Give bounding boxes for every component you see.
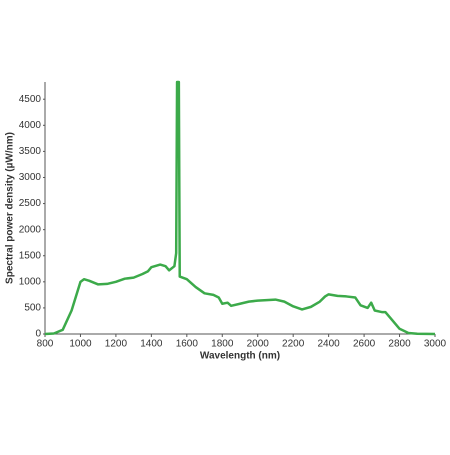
y-tick-label: 2000 [19,224,42,235]
y-axis-label: Spectral power density (µW/nm) [5,132,16,284]
x-tick-label: 2000 [247,339,270,350]
y-tick-label: 3500 [19,146,42,157]
y-tick-label: 2500 [19,198,42,209]
data-line [44,80,436,336]
x-tick-label: 1200 [105,339,128,350]
x-tick-label: 800 [37,339,54,350]
y-tick-label: 3000 [19,172,42,183]
x-tick-label: 1600 [176,339,199,350]
x-tick-label: 2800 [388,339,411,350]
y-tick-label: 1000 [19,276,42,287]
x-tick-label: 1400 [140,339,163,350]
y-tick-label: 0 [35,329,41,340]
x-tick-label: 2400 [318,339,341,350]
x-tick-label: 2600 [353,339,376,350]
x-axis-label: Wavelength (nm) [200,351,280,362]
y-tick-label: 500 [24,303,41,314]
x-tick-label: 3000 [424,339,447,350]
x-tick-label: 2200 [282,339,305,350]
y-tick-label: 4500 [19,94,42,105]
x-tick-label: 1000 [69,339,92,350]
x-tick-label: 1800 [211,339,234,350]
y-tick-label: 4000 [19,120,42,131]
y-tick-label: 1500 [19,250,42,261]
